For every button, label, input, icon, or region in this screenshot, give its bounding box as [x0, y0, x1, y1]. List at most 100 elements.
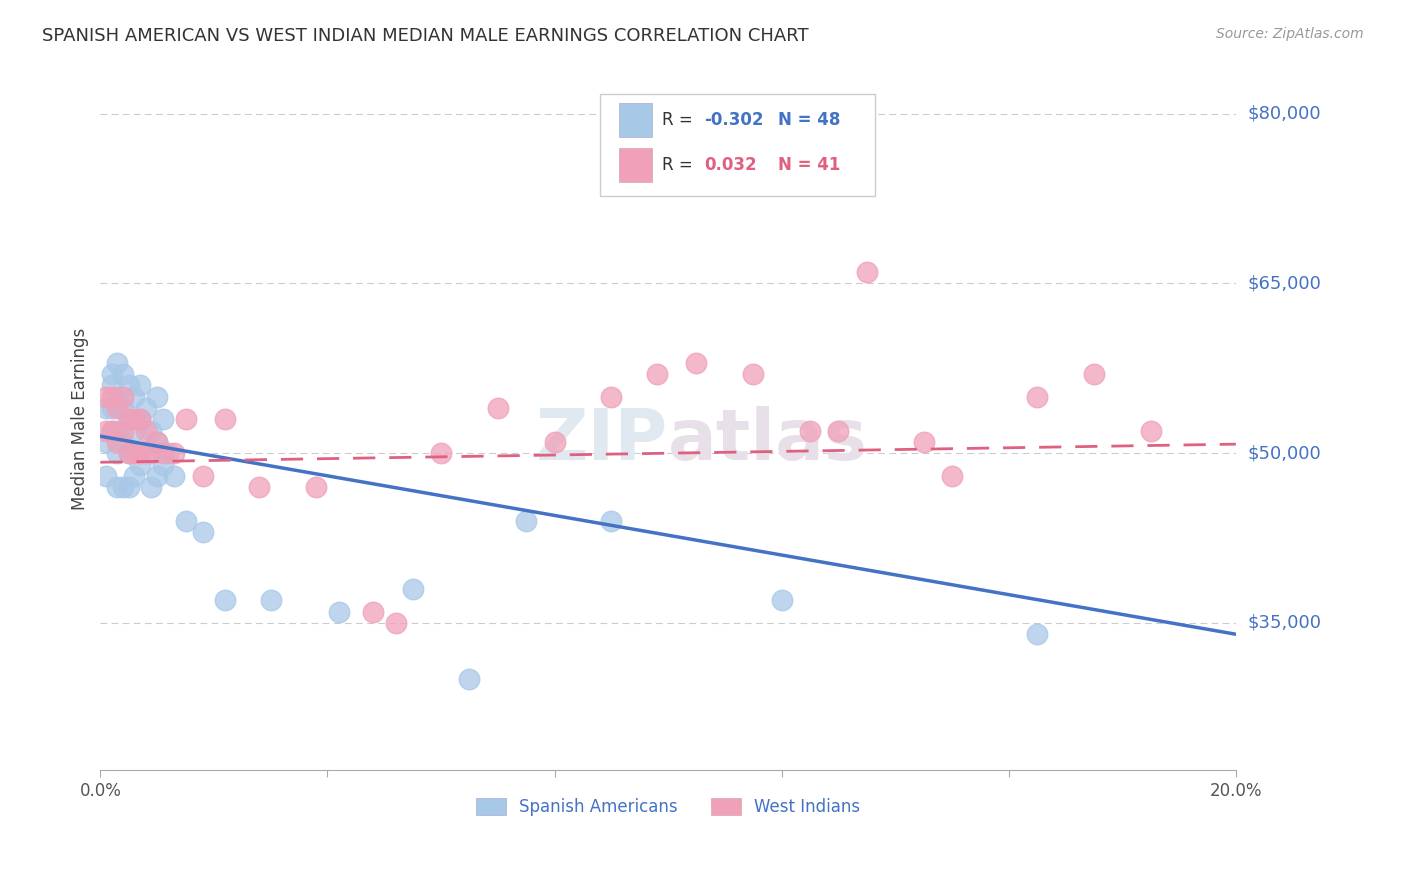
- Point: [247, 480, 270, 494]
- Point: [124, 412, 146, 426]
- Point: [105, 480, 128, 494]
- Point: [770, 593, 793, 607]
- Text: atlas: atlas: [668, 406, 868, 475]
- Point: [112, 434, 135, 449]
- Point: [129, 446, 152, 460]
- Point: [855, 265, 877, 279]
- Point: [94, 424, 117, 438]
- Point: [135, 446, 157, 460]
- Text: N = 48: N = 48: [778, 112, 839, 129]
- Point: [141, 424, 163, 438]
- Point: [100, 390, 122, 404]
- Point: [941, 468, 963, 483]
- Point: [112, 424, 135, 438]
- Point: [129, 378, 152, 392]
- Point: [146, 434, 169, 449]
- Point: [214, 593, 236, 607]
- Point: [129, 412, 152, 426]
- Point: [1083, 367, 1105, 381]
- Point: [94, 434, 117, 449]
- Point: [827, 424, 849, 438]
- Point: [105, 356, 128, 370]
- Point: [543, 434, 565, 449]
- Point: [163, 468, 186, 483]
- Point: [912, 434, 935, 449]
- Point: [94, 401, 117, 415]
- Point: [214, 412, 236, 426]
- Point: [141, 446, 163, 460]
- Point: [163, 446, 186, 460]
- Text: $65,000: $65,000: [1247, 275, 1322, 293]
- Text: SPANISH AMERICAN VS WEST INDIAN MEDIAN MALE EARNINGS CORRELATION CHART: SPANISH AMERICAN VS WEST INDIAN MEDIAN M…: [42, 27, 808, 45]
- Y-axis label: Median Male Earnings: Median Male Earnings: [72, 328, 89, 510]
- Point: [118, 480, 141, 494]
- Point: [146, 390, 169, 404]
- Point: [124, 468, 146, 483]
- Point: [152, 458, 174, 472]
- Point: [1026, 390, 1049, 404]
- Point: [100, 424, 122, 438]
- Point: [401, 582, 423, 596]
- Point: [742, 367, 765, 381]
- Point: [129, 458, 152, 472]
- Point: [94, 390, 117, 404]
- Point: [645, 367, 668, 381]
- Point: [486, 401, 509, 415]
- Text: -0.302: -0.302: [704, 112, 763, 129]
- Point: [135, 424, 157, 438]
- Point: [191, 468, 214, 483]
- Point: [515, 514, 537, 528]
- Point: [118, 446, 141, 460]
- Point: [112, 390, 135, 404]
- Point: [146, 468, 169, 483]
- Point: [105, 424, 128, 438]
- Point: [100, 424, 122, 438]
- Text: 0.032: 0.032: [704, 156, 756, 174]
- Point: [799, 424, 821, 438]
- Point: [105, 434, 128, 449]
- Point: [458, 673, 481, 687]
- Point: [328, 605, 350, 619]
- Point: [129, 412, 152, 426]
- Point: [105, 446, 128, 460]
- Text: ZIP: ZIP: [536, 406, 668, 475]
- Point: [685, 356, 707, 370]
- Point: [105, 390, 128, 404]
- Point: [152, 446, 174, 460]
- Text: $50,000: $50,000: [1247, 444, 1320, 462]
- Point: [124, 424, 146, 438]
- Point: [135, 401, 157, 415]
- Point: [361, 605, 384, 619]
- Text: N = 41: N = 41: [778, 156, 839, 174]
- Point: [260, 593, 283, 607]
- Point: [430, 446, 453, 460]
- Point: [112, 480, 135, 494]
- Point: [105, 401, 128, 415]
- Point: [118, 378, 141, 392]
- Point: [94, 468, 117, 483]
- Point: [100, 378, 122, 392]
- Text: R =: R =: [662, 156, 699, 174]
- Point: [112, 401, 135, 415]
- Text: Source: ZipAtlas.com: Source: ZipAtlas.com: [1216, 27, 1364, 41]
- Point: [384, 615, 406, 630]
- Point: [141, 480, 163, 494]
- Point: [118, 412, 141, 426]
- Point: [100, 367, 122, 381]
- Point: [600, 390, 623, 404]
- Point: [1139, 424, 1161, 438]
- Text: $80,000: $80,000: [1247, 104, 1320, 123]
- Legend: Spanish Americans, West Indians: Spanish Americans, West Indians: [467, 790, 869, 825]
- Text: $35,000: $35,000: [1247, 614, 1322, 632]
- Point: [118, 446, 141, 460]
- Point: [152, 412, 174, 426]
- Point: [100, 401, 122, 415]
- Point: [600, 514, 623, 528]
- Point: [191, 525, 214, 540]
- Point: [174, 412, 197, 426]
- Point: [124, 390, 146, 404]
- Point: [1026, 627, 1049, 641]
- Point: [146, 434, 169, 449]
- Point: [157, 446, 180, 460]
- Point: [305, 480, 328, 494]
